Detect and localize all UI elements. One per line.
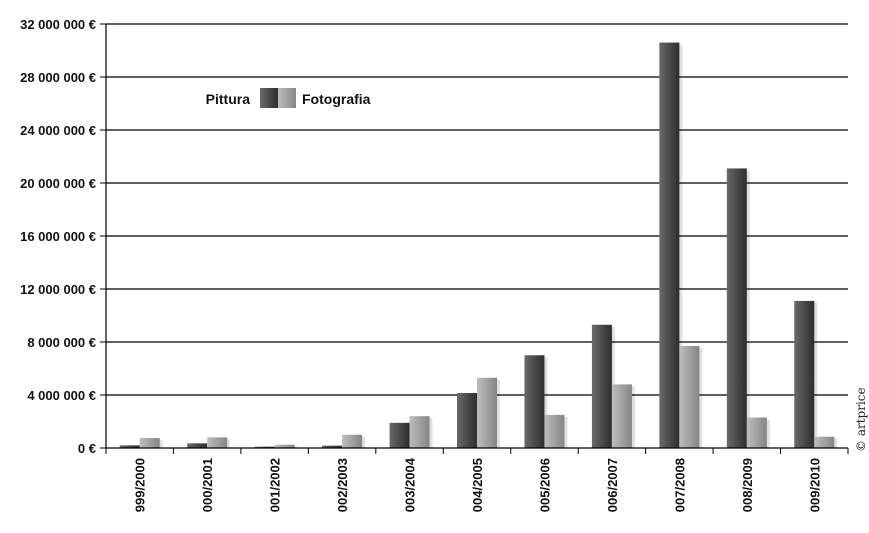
bar-pittura: [524, 355, 545, 448]
x-tick-label: 008/2009: [740, 458, 755, 512]
y-tick-label: 24 000 000 €: [20, 123, 96, 138]
y-tick-label: 4 000 000 €: [27, 388, 96, 403]
x-tick-label: 002/2003: [335, 458, 350, 512]
gridlines: [100, 23, 848, 449]
x-tick-label: 006/2007: [605, 458, 620, 512]
copyright-credit: © artprice: [854, 387, 868, 452]
bar-fotografia: [611, 384, 632, 448]
x-tick-label: 003/2004: [403, 457, 418, 512]
bar-pittura: [591, 324, 612, 448]
y-axis-tick-labels: 0 € 4 000 000 € 8 000 000 € 12 000 000 € 16 …: [20, 17, 96, 456]
bar-fotografia: [139, 438, 160, 448]
x-tick-label: 999/2000: [133, 458, 148, 512]
x-tick-label: 000/2001: [200, 458, 215, 512]
bar-fotografia: [207, 437, 228, 448]
legend-swatch-fotografia: [278, 88, 296, 108]
y-tick-label: 8 000 000 €: [27, 335, 96, 350]
x-tick-label: 004/2005: [470, 458, 485, 512]
bar-fotografia: [274, 444, 295, 448]
bar-pittura: [187, 443, 208, 448]
y-tick-label: 28 000 000 €: [20, 70, 96, 85]
bar-fotografia: [409, 416, 430, 448]
y-tick-label: 0 €: [78, 441, 96, 456]
bars: [119, 42, 838, 449]
bar-pittura: [322, 445, 343, 448]
x-tick-label: 007/2008: [672, 458, 687, 512]
x-tick-label: 001/2002: [268, 458, 283, 512]
bar-pittura: [726, 168, 747, 449]
bar-fotografia: [342, 434, 363, 448]
legend: Pittura Fotografia: [206, 88, 371, 108]
bar-pittura: [389, 422, 410, 448]
bar-fotografia: [477, 377, 497, 448]
bar-pittura: [794, 300, 815, 448]
y-tick-label: 12 000 000 €: [20, 282, 96, 297]
bar-fotografia: [679, 345, 700, 448]
x-tick-label: 009/2010: [807, 458, 822, 512]
y-tick-label: 20 000 000 €: [20, 176, 96, 191]
bar-fotografia: [814, 436, 835, 448]
x-tick-label: 005/2006: [537, 458, 552, 512]
bar-pittura: [119, 445, 140, 448]
bar-fotografia: [544, 414, 565, 448]
bar-pittura: [254, 446, 275, 448]
y-tick-label: 16 000 000 €: [20, 229, 96, 244]
bar-pittura: [659, 42, 680, 449]
axes: [105, 24, 849, 454]
legend-swatch-pittura: [260, 88, 278, 108]
legend-label-pittura: Pittura: [206, 91, 251, 107]
bar-pittura: [457, 393, 477, 448]
x-axis-tick-labels: 999/2000 000/2001 001/2002 002/2003 003/2004…: [133, 457, 823, 512]
y-tick-label: 32 000 000 €: [20, 17, 96, 32]
legend-label-fotografia: Fotografia: [302, 91, 371, 107]
bar-fotografia: [746, 417, 767, 448]
